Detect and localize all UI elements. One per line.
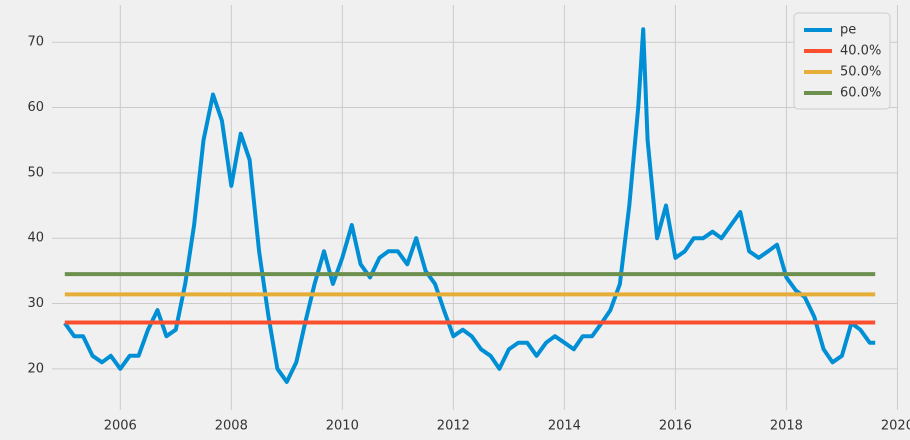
legend-label: 50.0% bbox=[840, 65, 881, 80]
x-tick-label: 2014 bbox=[548, 419, 581, 434]
y-tick-label: 40 bbox=[27, 231, 44, 246]
x-tick-label: 2008 bbox=[215, 419, 248, 434]
x-tick-label: 2018 bbox=[770, 419, 803, 434]
x-tick-label: 2006 bbox=[104, 419, 137, 434]
y-tick-label: 70 bbox=[27, 35, 44, 50]
y-tick-label: 30 bbox=[27, 296, 44, 311]
line-series bbox=[63, 27, 876, 384]
x-tick-label: 2020 bbox=[881, 419, 910, 434]
legend: pe 40.0% 50.0% 60.0% bbox=[793, 12, 891, 110]
legend-label: 60.0% bbox=[840, 86, 881, 101]
x-tick-label: 2016 bbox=[659, 419, 692, 434]
y-tick-label: 20 bbox=[27, 361, 44, 376]
x-tick-label: 2010 bbox=[326, 419, 359, 434]
legend-label: 40.0% bbox=[840, 44, 881, 59]
legend-label: pe bbox=[840, 23, 856, 38]
legend-box bbox=[793, 12, 891, 110]
y-tick-label: 50 bbox=[27, 165, 44, 180]
y-tick-label: 60 bbox=[27, 100, 44, 115]
x-tick-label: 2012 bbox=[437, 419, 470, 434]
